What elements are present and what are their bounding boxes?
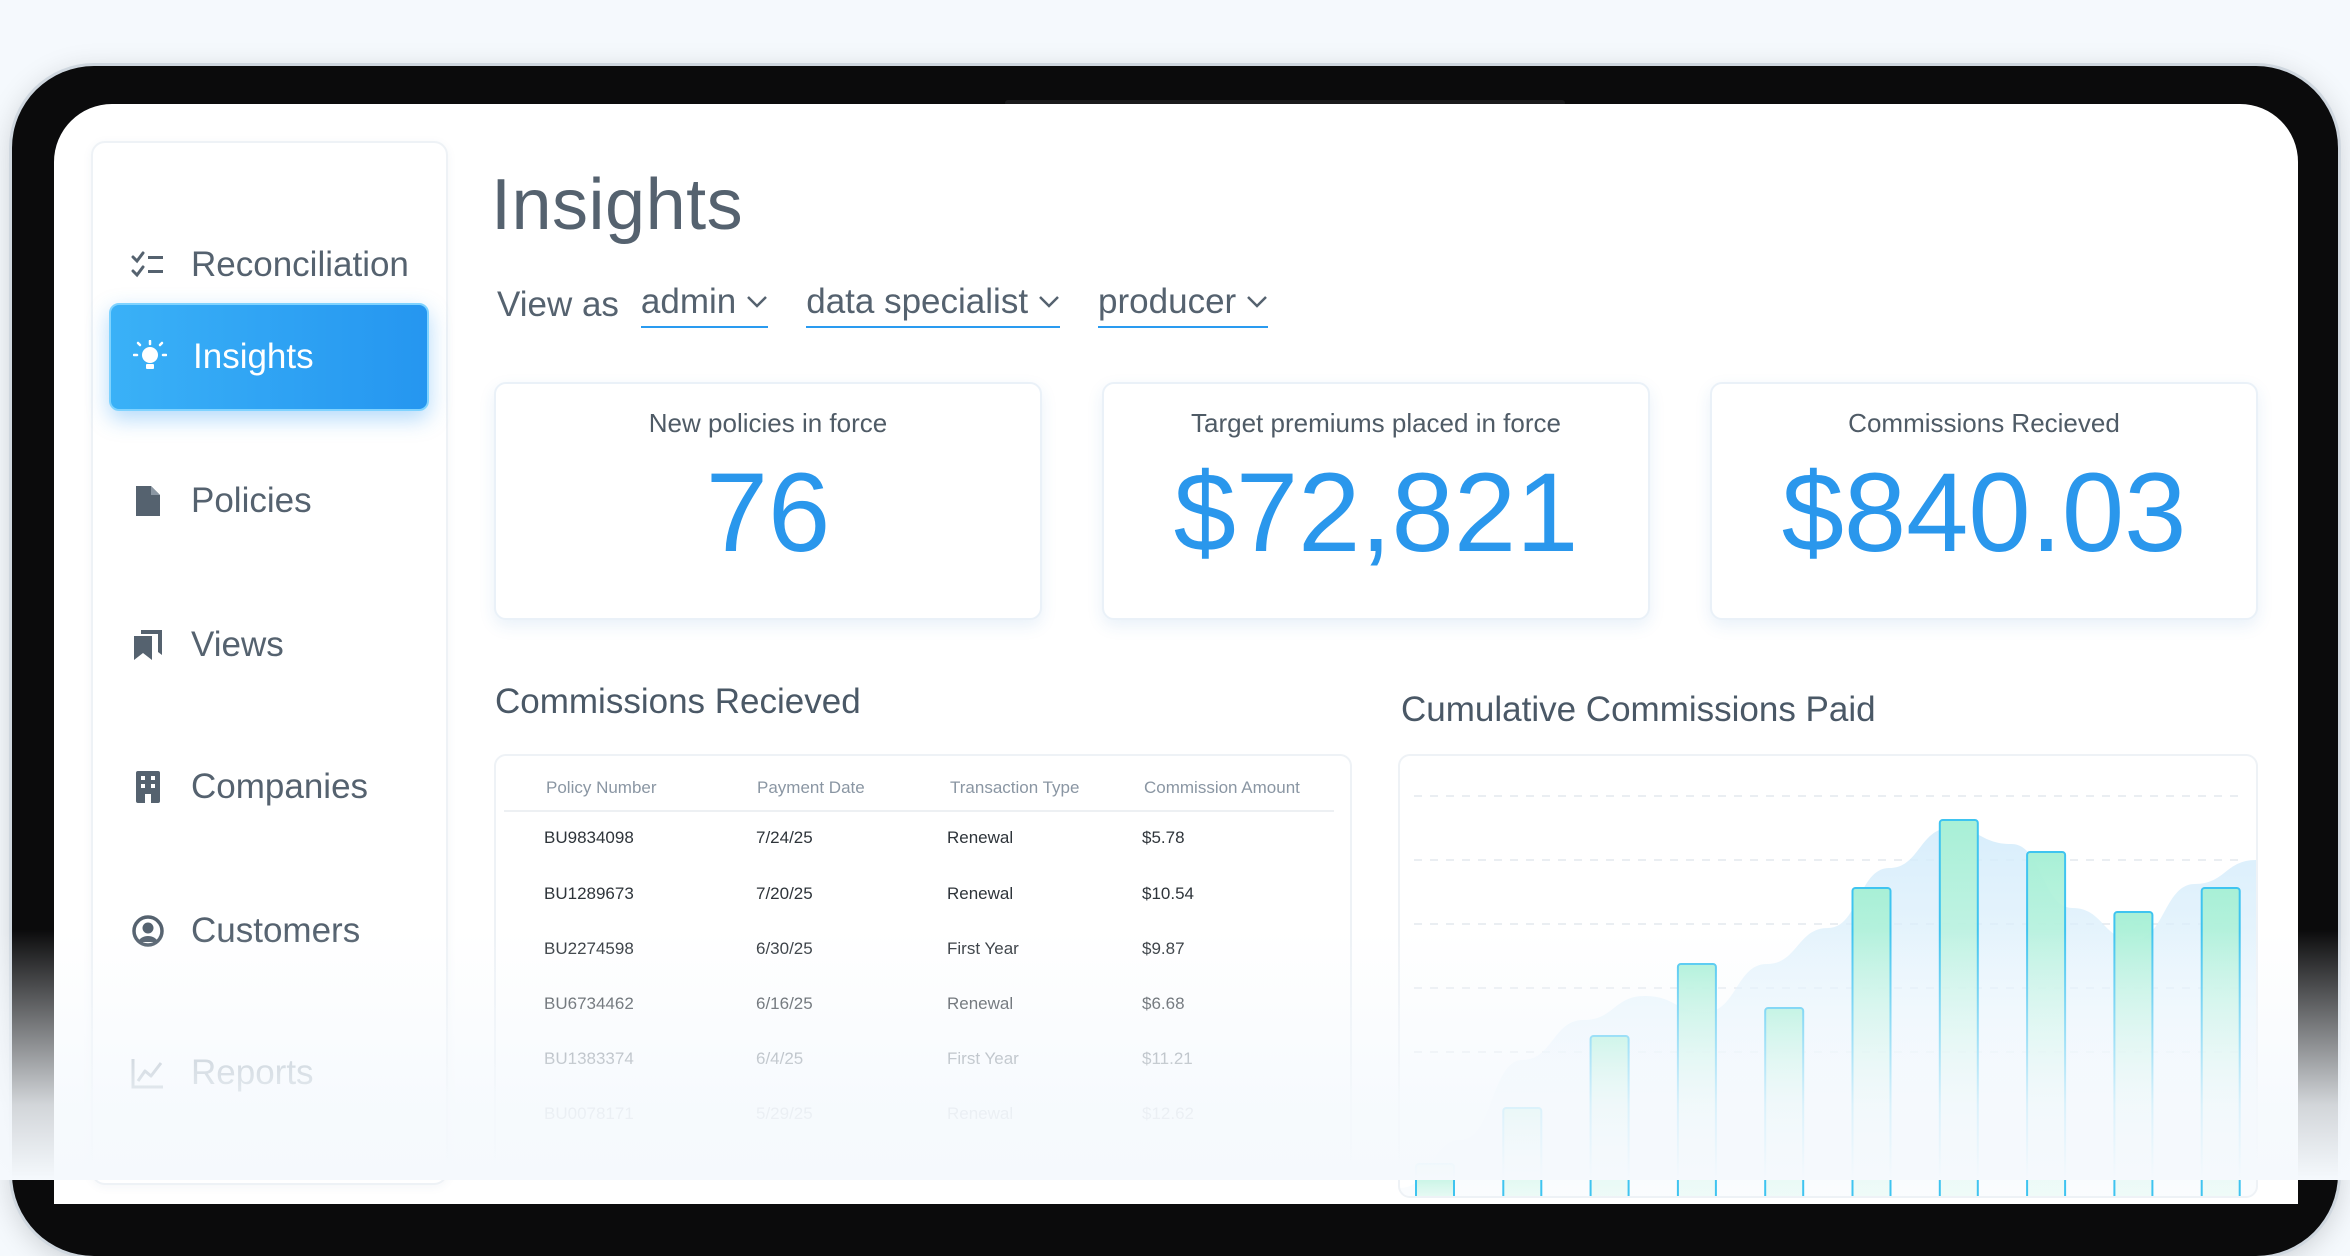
sidebar-item-label: Policies [191,481,312,520]
table-cell: $9.87 [1142,939,1185,958]
kpi-label: Commissions Recieved [1848,408,2120,438]
column-header[interactable]: Policy Number [546,778,657,797]
kpi-value: $840.03 [1781,450,2187,575]
table-row[interactable]: BU9834098 7/24/25 Renewal $5.78 [496,816,1350,871]
table-cell: BU9834098 [544,828,634,847]
role-label: producer [1098,282,1237,321]
table-row[interactable]: BU1383374 6/4/25 First Year $11.21 [496,1037,1350,1092]
bar[interactable] [1589,1035,1630,1196]
document-icon [131,484,165,518]
sidebar-item-reconciliation[interactable]: Reconciliation [109,213,425,317]
sidebar-item-label: Insights [193,337,314,376]
bar[interactable] [1938,819,1979,1196]
table-cell: $5.78 [1142,828,1185,847]
kpi-card-new-policies: New policies in force 76 [494,382,1042,620]
sidebar-item-reports[interactable]: Reports [109,1021,425,1125]
role-dropdown-data-specialist[interactable]: data specialist [806,282,1061,328]
table-row[interactable]: BU6734462 6/16/25 Renewal $6.68 [496,982,1350,1037]
table-cell: $11.21 [1142,1049,1193,1068]
commissions-table: Policy Number Payment Date Transaction T… [494,754,1352,1178]
chevron-down-icon [1247,296,1268,308]
column-header[interactable]: Commission Amount [1144,778,1300,797]
table-cell: 6/16/25 [756,994,813,1013]
sidebar-item-policies[interactable]: Policies [109,449,425,553]
table-cell: 5/29/25 [756,1104,813,1123]
bar[interactable] [2113,911,2154,1196]
bar[interactable] [1851,887,1892,1196]
table-cell: 7/20/25 [756,884,813,903]
kpi-value: 76 [705,450,831,575]
bar[interactable] [1502,1107,1543,1196]
chevron-down-icon [747,296,768,308]
sidebar-item-label: Customers [191,911,361,950]
table-cell: $12.62 [1142,1104,1194,1123]
lightbulb-icon [133,340,167,374]
role-dropdown-producer[interactable]: producer [1098,282,1269,328]
sidebar: Reconciliation Insights Policies Views C [91,141,448,1185]
table-cell: Renewal [947,1104,1014,1123]
sidebar-item-views[interactable]: Views [109,593,425,697]
building-icon [131,770,165,804]
sidebar-item-customers[interactable]: Customers [109,879,425,983]
cumulative-commissions-chart [1398,754,2258,1198]
role-label: data specialist [806,282,1029,321]
bar[interactable] [2200,887,2241,1196]
line-chart-icon [131,1056,165,1090]
chart-plot [1400,795,2256,1196]
table-cell: $10.54 [1142,884,1194,903]
sidebar-item-label: Reconciliation [191,245,409,284]
table-cell: BU1289673 [544,884,634,903]
table-cell: Renewal [947,828,1014,847]
role-label: admin [640,282,737,321]
table-cell: BU0078171 [544,1104,634,1123]
bar[interactable] [1415,1163,1455,1196]
table-row[interactable]: BU1289673 7/20/25 Renewal $10.54 [496,872,1350,927]
kpi-value: $72,821 [1173,450,1579,575]
sidebar-item-label: Reports [191,1053,314,1092]
table-cell: Renewal [947,994,1014,1013]
kpi-card-commissions: Commissions Recieved $840.03 [1710,382,2258,620]
table-cell: 6/4/25 [756,1049,804,1068]
commissions-table-title: Commissions Recieved [495,682,861,721]
table-cell: First Year [947,939,1019,958]
table-cell: 7/24/25 [756,828,813,847]
checklist-icon [131,248,165,282]
app-screen: Reconciliation Insights Policies Views C [54,104,2298,1204]
table-cell: 6/30/25 [756,939,813,958]
sidebar-item-companies[interactable]: Companies [109,735,425,839]
device-notch [1005,100,1565,106]
chevron-down-icon [1039,296,1059,308]
sidebar-item-insights[interactable]: Insights [109,303,429,411]
user-circle-icon [131,914,165,948]
page-title: Insights [491,165,744,245]
bar[interactable] [1764,1007,1805,1196]
role-dropdown-admin[interactable]: admin [640,282,769,328]
table-cell: $6.68 [1142,994,1185,1013]
table-cell: First Year [947,1049,1019,1068]
sidebar-item-label: Companies [191,767,369,806]
column-header[interactable]: Payment Date [757,778,865,797]
kpi-card-target-premiums: Target premiums placed in force $72,821 [1102,382,1650,620]
bar[interactable] [2026,851,2067,1196]
table-cell: BU6734462 [544,994,634,1013]
table-header: Policy Number Payment Date Transaction T… [504,756,1334,812]
table-row[interactable]: BU0078171 5/29/25 Renewal $12.62 [496,1092,1350,1147]
view-as-selector: View as admin data specialist producer [497,282,1306,328]
table-cell: Renewal [947,884,1014,903]
chart-title: Cumulative Commissions Paid [1401,690,1876,729]
bar[interactable] [1676,963,1717,1196]
table-cell: BU1383374 [544,1049,634,1068]
sidebar-item-label: Views [191,625,284,664]
kpi-label: New policies in force [648,408,888,438]
table-row[interactable]: BU2274598 6/30/25 First Year $9.87 [496,927,1350,982]
kpi-label: Target premiums placed in force [1191,408,1561,438]
table-cell: BU2274598 [544,939,634,958]
view-as-label: View as [497,285,619,324]
bookmarks-icon [131,628,165,662]
column-header[interactable]: Transaction Type [950,778,1080,797]
